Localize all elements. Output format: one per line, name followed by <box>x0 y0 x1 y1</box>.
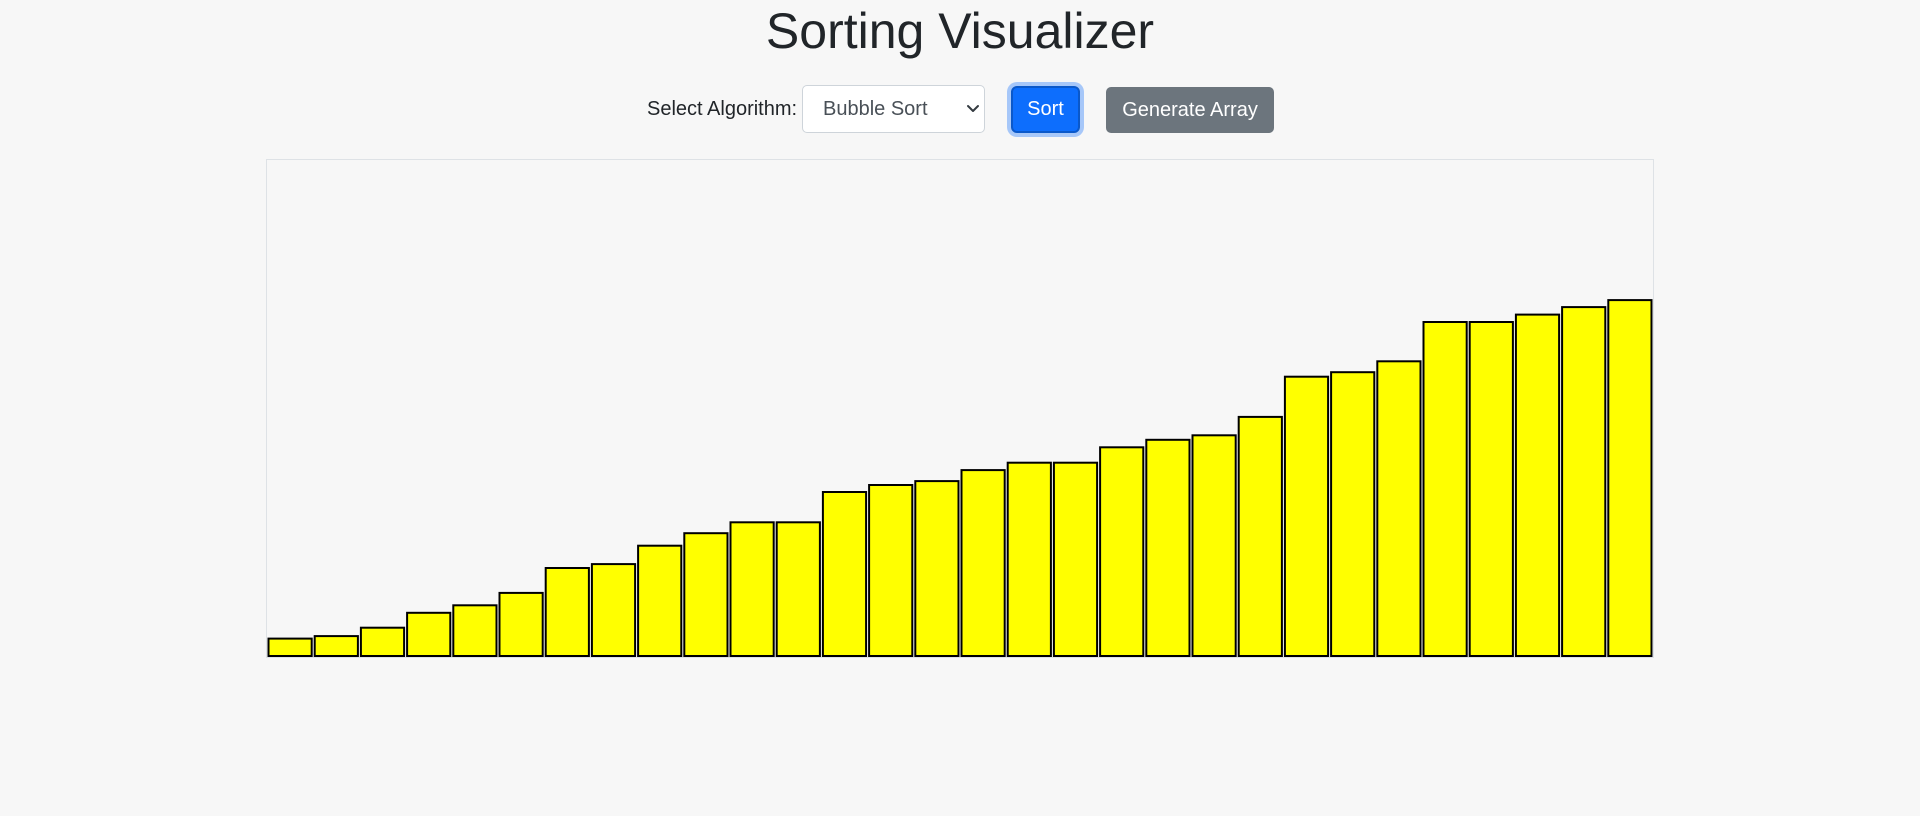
algorithm-select-value: Bubble Sort <box>823 98 928 120</box>
bar-17 <box>1006 461 1052 657</box>
bar-12 <box>775 521 821 657</box>
bar-20 <box>1145 438 1191 657</box>
bar-8 <box>590 563 637 657</box>
bar-23 <box>1283 375 1330 657</box>
bar-26 <box>1422 321 1468 657</box>
bar-4 <box>406 611 452 657</box>
select-algorithm-label: Select Algorithm: <box>647 98 798 120</box>
bar-2 <box>313 635 359 657</box>
generate-array-button[interactable]: Generate Array <box>1106 87 1274 133</box>
bar-5 <box>452 604 498 657</box>
bar-18 <box>1052 461 1099 657</box>
bar-13 <box>821 491 868 657</box>
sort-button[interactable]: Sort <box>1011 86 1080 133</box>
bar-16 <box>960 469 1006 657</box>
bar-10 <box>683 532 729 657</box>
bar-19 <box>1099 446 1145 657</box>
bar-14 <box>868 484 914 657</box>
bar-9 <box>637 544 683 657</box>
bar-21 <box>1191 434 1237 657</box>
bar-24 <box>1330 371 1376 657</box>
bar-6 <box>498 591 544 657</box>
bar-chart-area <box>266 159 1654 658</box>
bar-11 <box>729 521 775 657</box>
bar-22 <box>1237 415 1283 657</box>
bar-30 <box>1607 299 1653 657</box>
algorithm-select[interactable]: Bubble Sort <box>802 85 985 133</box>
chevron-down-icon <box>967 105 979 112</box>
page-title: Sorting Visualizer <box>765 3 1155 59</box>
bars-svg <box>267 299 1653 657</box>
bar-3 <box>359 626 406 657</box>
bar-28 <box>1514 313 1561 657</box>
bar-25 <box>1376 360 1422 657</box>
controls-bar: Select Algorithm: Bubble Sort Sort Gener… <box>0 84 1920 134</box>
bar-27 <box>1468 321 1514 657</box>
bar-29 <box>1561 306 1607 657</box>
bar-15 <box>914 480 960 657</box>
bar-7 <box>544 567 590 657</box>
bar-1 <box>267 637 313 657</box>
